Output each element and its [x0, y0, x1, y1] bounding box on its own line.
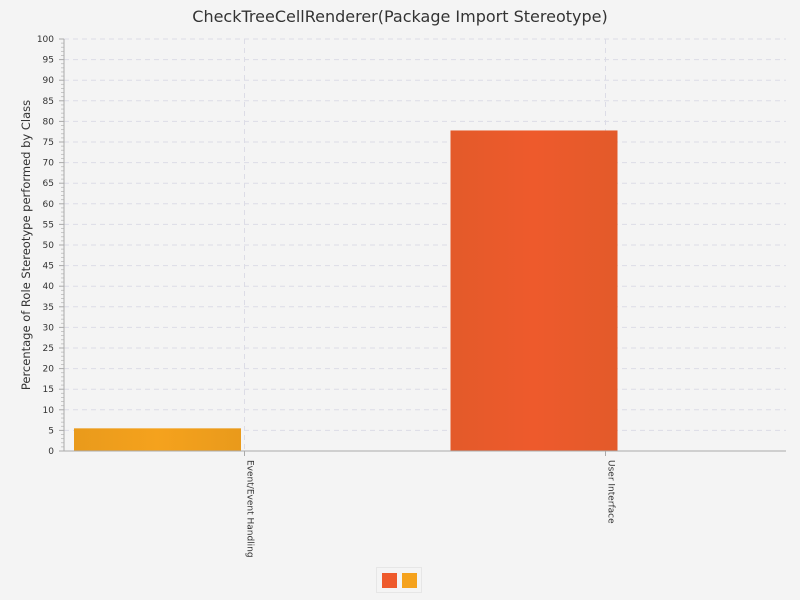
- y-tick-label: 55: [43, 220, 54, 230]
- tick-labels: 0 5 10 15 20 25 30 35 40 45 50 55 60 65 70 75 80 85 90 95 10…: [37, 35, 616, 558]
- y-tick-label: 10: [43, 406, 55, 416]
- legend-swatch-user-interface: [382, 573, 397, 588]
- bars: [74, 130, 618, 452]
- y-tick-label: 15: [43, 385, 54, 395]
- y-tick-label: 95: [43, 56, 54, 66]
- y-tick-label: 20: [43, 365, 55, 375]
- legend: [376, 567, 422, 593]
- y-tick-label: 80: [43, 117, 55, 127]
- y-tick-label: 85: [43, 97, 54, 107]
- grid-lines: [64, 38, 786, 451]
- bar-user-interface: [450, 130, 618, 452]
- y-tick-label: 60: [43, 200, 55, 210]
- y-tick-label: 35: [43, 303, 54, 313]
- y-tick-label: 25: [43, 344, 54, 354]
- x-tick-label: Event/Event Handling: [245, 460, 255, 558]
- legend-swatch-event-handling: [402, 573, 417, 588]
- y-tick-label: 50: [43, 241, 55, 251]
- y-tick-label: 90: [43, 76, 55, 86]
- chart-title: CheckTreeCellRenderer(Package Import Ste…: [192, 7, 608, 26]
- y-tick-label: 45: [43, 262, 54, 272]
- y-tick-label: 100: [37, 35, 54, 45]
- y-axis-title: Percentage of Role Stereotype performed …: [19, 100, 33, 390]
- y-tick-label: 40: [43, 282, 55, 292]
- y-tick-label: 65: [43, 179, 54, 189]
- y-tick-label: 30: [43, 323, 55, 333]
- axes: [59, 38, 786, 456]
- y-tick-label: 5: [48, 426, 54, 436]
- y-tick-label: 75: [43, 138, 54, 148]
- y-tick-label: 0: [48, 447, 54, 457]
- bar-event-event-handling: [74, 428, 241, 451]
- y-tick-label: 70: [43, 159, 55, 169]
- x-tick-label: User Interface: [606, 460, 616, 524]
